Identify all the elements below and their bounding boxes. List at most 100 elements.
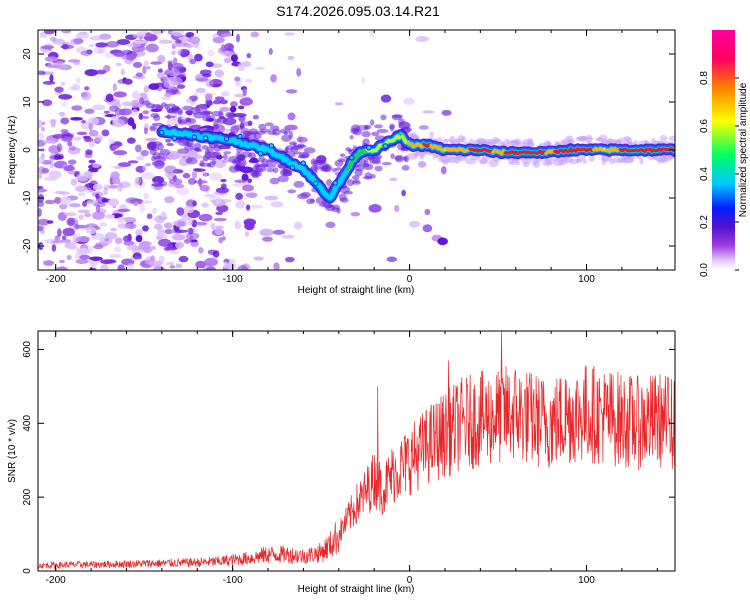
spectrogram-noise-blob (237, 265, 248, 270)
spectrogram-halo-blob (155, 105, 164, 111)
spectrogram-noise-blob (242, 184, 255, 192)
spectrogram-noise-blob (169, 250, 180, 254)
spectrogram-noise-blob (207, 49, 215, 57)
spectrogram-halo-blob (252, 169, 259, 177)
ridge-dot (300, 160, 306, 166)
spectrogram-noise-blob (42, 80, 56, 85)
spectrogram-noise-blob (285, 89, 298, 94)
spectrogram-noise-blob (93, 244, 104, 250)
spectrogram-halo-blob (401, 164, 410, 171)
spectrogram-noise-blob (103, 110, 110, 114)
spectrogram-x-axis-label: Height of straight line (km) (298, 285, 415, 296)
spectrogram-halo-blob (227, 155, 239, 163)
spectrogram-halo-blob (349, 134, 354, 140)
spectrogram-halo-blob (207, 151, 219, 158)
spectrogram-noise-blob (48, 170, 62, 179)
spectrogram-noise-blob (158, 39, 172, 44)
spectrogram-noise-blob (272, 229, 286, 235)
spectrogram-noise-blob (75, 259, 89, 264)
spectrogram-noise-blob (230, 101, 238, 108)
spectrogram-noise-blob (81, 119, 86, 124)
spectrogram-halo-blob (177, 119, 189, 124)
spectrogram-noise-blob (102, 64, 111, 73)
spectrogram-halo-blob (659, 134, 668, 142)
spectrogram-noise-blob (102, 197, 108, 203)
spectrogram-noise-blob (247, 178, 253, 184)
spectrogram-noise-blob (117, 216, 125, 224)
ridge-dot (191, 134, 197, 140)
spectrogram-halo-blob (206, 146, 214, 153)
spectrogram-noise-blob (38, 188, 48, 193)
spectrogram-noise-blob (77, 192, 86, 197)
spectrogram-noise-blob (247, 120, 253, 126)
spectrogram-noise-blob (88, 159, 96, 164)
spectrogram-noise-blob (145, 32, 153, 37)
spectrogram-noise-blob (49, 153, 55, 163)
spectrogram-noise-blob (70, 38, 82, 46)
snr-series-line (38, 331, 675, 570)
spectrogram-noise-blob (56, 266, 68, 270)
spectrogram-noise-blob (131, 109, 139, 116)
spectrogram-halo-blob (429, 131, 434, 139)
spectrogram-halo-blob (343, 190, 353, 195)
spectrogram-halo-blob (508, 161, 521, 166)
spectrogram-noise-blob (241, 173, 249, 182)
spectrogram-noise-blob (127, 160, 139, 164)
spectrogram-noise-blob (101, 129, 110, 137)
colorbar-ticks: 0.0 0.2 0.4 0.6 0.8 (699, 71, 739, 277)
spectrogram-noise-blob (88, 140, 95, 148)
spectrogram-noise-blob (232, 112, 247, 118)
spectrogram-noise-blob (67, 170, 81, 175)
spectrogram-halo-blob (449, 159, 458, 164)
spectrogram-noise-blob (220, 33, 234, 37)
spectrogram-noise-blob (415, 35, 430, 43)
spectrogram-halo-blob (365, 124, 372, 130)
spectrogram-noise-blob (43, 260, 55, 266)
spectrogram-noise-blob (72, 83, 81, 91)
spectrogram-noise-blob (220, 44, 226, 52)
ridge-dot (289, 164, 296, 171)
spectrogram-halo-blob (580, 136, 586, 142)
spectrogram-noise-blob (56, 143, 63, 152)
y-tick-label: -10 (22, 190, 33, 205)
spectrogram-noise-blob (84, 187, 92, 194)
spectrogram-noise-blob (174, 229, 188, 234)
spectrogram-halo-blob (297, 143, 306, 148)
spectrogram-halo-blob (668, 135, 675, 142)
spectrogram-noise-blob (54, 92, 63, 96)
ridge-dot (171, 135, 178, 142)
spectrogram-halo-blob (149, 125, 157, 132)
spectrogram-noise-blob (38, 218, 50, 226)
spectrogram-noise-blob (75, 173, 89, 182)
spectrogram-noise-blob (40, 45, 54, 50)
spectrogram-noise-blob (368, 203, 382, 213)
y-tick-label: 400 (22, 415, 33, 432)
spectrogram-noise-blob (164, 165, 177, 174)
snr-y-axis-label: SNR (10 * v/v) (7, 419, 18, 483)
spectrogram-halo-blob (402, 156, 408, 161)
spectrogram-halo-blob (380, 114, 387, 121)
spectrogram-halo-blob (185, 157, 198, 165)
spectrogram-noise-blob (189, 58, 197, 65)
x-tick-label: 0 (407, 575, 413, 586)
spectrogram-halo-blob (460, 135, 467, 143)
spectrogram-noise-blob (193, 168, 206, 172)
spectrogram-noise-blob (143, 85, 150, 93)
spectrogram-halo-blob (279, 128, 291, 134)
spectrogram-noise-blob (138, 112, 144, 120)
spectrogram-halo-blob (313, 164, 318, 172)
spectrogram-noise-blob (70, 178, 78, 187)
spectrogram-noise-blob (47, 64, 61, 69)
ridge-dot (366, 145, 372, 151)
y-tick-label: 0 (22, 147, 33, 153)
spectrogram-noise-blob (126, 246, 135, 251)
spectrogram-noise-blob (394, 204, 400, 212)
spectrogram-noise-blob (204, 257, 219, 267)
spectrogram-halo-blob (142, 110, 150, 115)
spectrogram-halo-blob (235, 151, 241, 160)
spectrogram-halo-blob (522, 161, 530, 168)
spectrogram-halo-blob (204, 110, 211, 117)
spectrogram-halo-blob (217, 116, 228, 125)
spectrogram-halo-blob (617, 159, 625, 164)
spectrogram-halo-blob (265, 163, 277, 168)
